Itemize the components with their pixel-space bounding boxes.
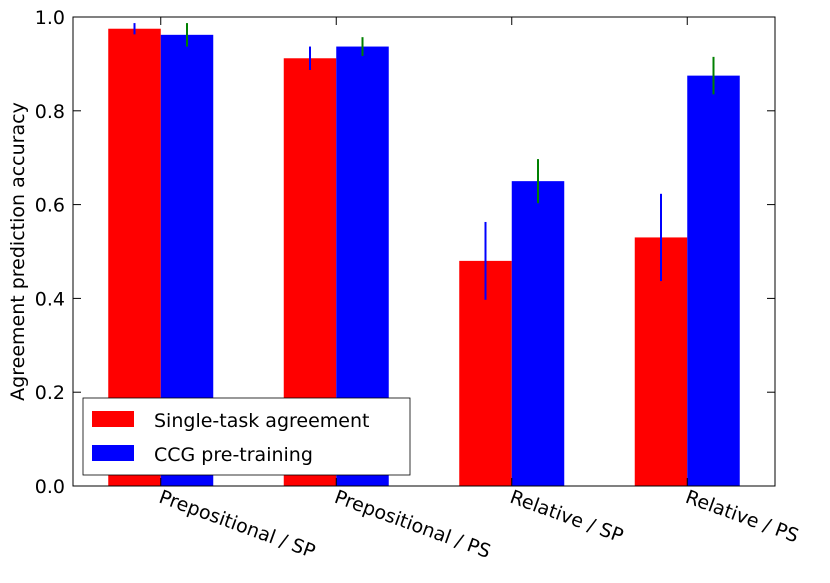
bar-ccg-2 <box>511 181 565 486</box>
y-tick-label: 0.8 <box>35 101 65 123</box>
bar-ccg-3 <box>687 75 740 486</box>
y-axis-label: Agreement prediction accuracy <box>7 102 29 401</box>
y-tick-label: 1.0 <box>35 7 65 29</box>
plot-frame <box>72 16 776 487</box>
x-tick-label: Prepositional / SP <box>156 486 318 563</box>
y-tick-label: 0.6 <box>35 195 65 217</box>
error-bars-layer <box>133 23 715 300</box>
legend-label-single-task: Single-task agreement <box>154 410 369 432</box>
legend-swatch-single-task <box>92 411 134 427</box>
x-tick-label: Prepositional / PS <box>332 486 494 563</box>
y-tick-label: 0.0 <box>35 476 65 498</box>
y-tick-label: 0.4 <box>35 288 65 310</box>
x-tick-label: Relative / PS <box>683 486 802 547</box>
legend-frame <box>82 397 411 476</box>
legend: Single-task agreement CCG pre-training <box>82 397 411 476</box>
y-tick-label: 0.2 <box>35 382 65 404</box>
x-tick-label: Relative / SP <box>507 486 626 547</box>
legend-swatch-ccg <box>92 445 134 461</box>
y-axis: 0.0 0.2 0.4 0.6 0.8 1.0 <box>35 7 775 498</box>
legend-label-ccg: CCG pre-training <box>154 444 313 466</box>
